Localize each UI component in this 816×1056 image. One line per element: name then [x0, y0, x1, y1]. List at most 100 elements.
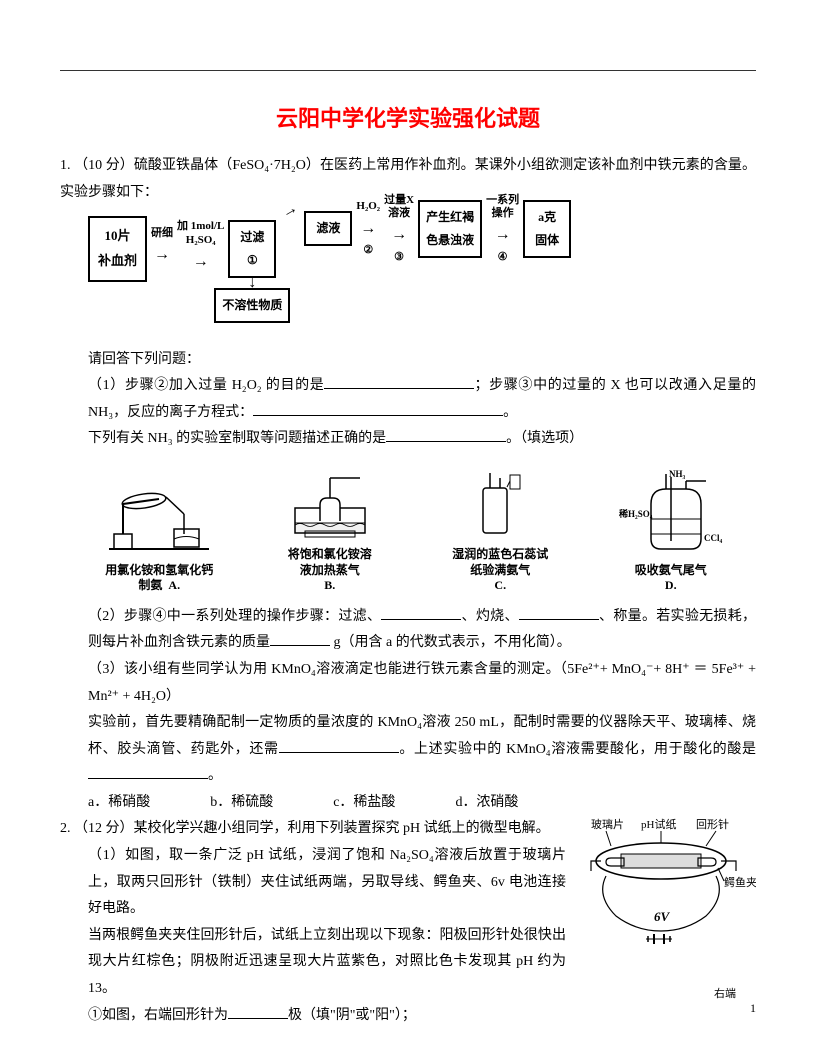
- act: C.: [494, 578, 506, 592]
- abl1: 将饱和氯化铵溶: [288, 547, 372, 561]
- question-1: 1. （10 分）硫酸亚铁晶体（FeSO₄·7H₂O）在医药上常用作补血剂。某课…: [60, 153, 756, 816]
- q1-p2: （2）步骤④中一系列处理的操作步骤：过滤、、灼烧、、称量。若实验无损耗，则每片补…: [60, 604, 756, 657]
- q1-number: 1.: [60, 158, 71, 173]
- s4: ④: [498, 251, 508, 264]
- a1: 研细: [151, 227, 173, 240]
- blank: [386, 427, 506, 442]
- p1d: 下列有关 NH₃ 的实验室制取等问题描述正确的是: [88, 431, 386, 446]
- flow-box-1: 10片 补血剂: [88, 216, 147, 281]
- adl1: 吸收氨气尾气: [635, 563, 707, 577]
- apparatus-row: 用氯化铵和氢氧化钙 制氨 A. 将饱和氯化铵溶 液加热蒸气 B.: [60, 463, 756, 594]
- blank: [228, 1003, 288, 1018]
- app-a-label: 用氯化铵和氢氧化钙 制氨 A.: [105, 563, 213, 594]
- svg-text:6V: 6V: [654, 909, 671, 924]
- q1-options: a．稀硝酸 b．稀硫酸 c．稀盐酸 d．浓硝酸: [60, 790, 756, 817]
- flow-box-4: 产生红褐 色悬浊液: [418, 200, 482, 258]
- flow-box-6: 不溶性物质: [214, 288, 290, 323]
- fb5l2: 固体: [531, 229, 563, 252]
- opt-c: c．稀盐酸: [333, 790, 395, 817]
- p1e: 。（填选项）: [506, 431, 583, 446]
- adt: D.: [665, 578, 677, 592]
- q1-p3b: 实验前，首先要精确配制一定物质的量浓度的 KMnO₄溶液 250 mL，配制时需…: [60, 710, 756, 790]
- a5l2: 操作: [492, 207, 514, 220]
- fb4l2: 色悬浊液: [426, 229, 474, 252]
- svg-text:稀H₂SO₄: 稀H₂SO₄: [619, 508, 653, 519]
- apparatus-c: 湿润的蓝色石蕊试 纸验满氨气 C.: [425, 463, 575, 594]
- fb1l2: 补血剂: [98, 249, 137, 274]
- q2-p3: ①如图，右端回形针为 极（填"阴"或"阳"）；: [60, 1003, 566, 1030]
- aal2: 制氨: [138, 578, 162, 592]
- arrow-3: H₂O₂ → ②: [356, 200, 380, 257]
- p2a: （2）步骤④中一系列处理的操作步骤：过滤、: [88, 609, 381, 624]
- fig-caption: 右端: [576, 984, 756, 1005]
- opt-d: d．浓硝酸: [455, 790, 518, 817]
- flow-box-5: a克 固体: [523, 200, 571, 258]
- svg-text:玻璃片: 玻璃片: [591, 817, 624, 831]
- abt: B.: [324, 578, 335, 592]
- fb6: 不溶性物质: [222, 298, 282, 312]
- app-b-label: 将饱和氯化铵溶 液加热蒸气 B.: [288, 547, 372, 594]
- blank: [270, 631, 330, 646]
- arrow-5: 一系列 操作 → ④: [486, 194, 519, 264]
- a2l1: 加 1mol/L: [177, 220, 224, 233]
- fb1l1: 10片: [98, 224, 137, 249]
- s3: ③: [394, 251, 404, 264]
- apparatus-b: 将饱和氯化铵溶 液加热蒸气 B.: [255, 463, 405, 594]
- p1a: （1）步骤②加入过量 H₂O₂ 的目的是: [88, 378, 324, 393]
- question-2: 2. （12 分）某校化学兴趣小组同学，利用下列装置探究 pH 试纸上的微型电解…: [60, 816, 756, 1029]
- svg-text:回形针: 回形针: [696, 817, 729, 831]
- a4l2: 溶液: [388, 207, 410, 220]
- apparatus-d: NH₃ 稀H₂SO₄ CCl₄ 吸收氨气尾气 D.: [596, 469, 746, 594]
- p3a2: ①如图，右端回形针为: [88, 1008, 228, 1023]
- svg-text:CCl₄: CCl₄: [704, 533, 722, 543]
- step1: ①: [247, 253, 258, 267]
- blank: [519, 604, 599, 619]
- blank: [279, 737, 399, 752]
- q2-text: 2. （12 分）某校化学兴趣小组同学，利用下列装置探究 pH 试纸上的微型电解…: [60, 816, 566, 1029]
- page-number: 1: [750, 1001, 756, 1016]
- p3d: 。: [208, 768, 222, 783]
- apparatus-a: 用氯化铵和氢氧化钙 制氨 A.: [84, 479, 234, 594]
- aal1: 用氯化铵和氢氧化钙: [105, 563, 213, 577]
- app-c-label: 湿润的蓝色石蕊试 纸验满氨气 C.: [452, 547, 548, 594]
- blank: [88, 764, 208, 779]
- arrow-1: 研细 →: [151, 227, 173, 271]
- p3c: 。上述实验中的 KMnO₄溶液需要酸化，用于酸化的酸是: [399, 742, 756, 757]
- acl2: 纸验满氨气: [470, 563, 530, 577]
- q1-p1: （1）步骤②加入过量 H₂O₂ 的目的是；步骤③中的过量的 X 也可以改通入足量…: [60, 373, 756, 426]
- q1-p3a: （3）该小组有些同学认为用 KMnO₄溶液滴定也能进行铁元素含量的测定。（5Fe…: [60, 657, 756, 710]
- acl1: 湿润的蓝色石蕊试: [452, 547, 548, 561]
- blank: [324, 374, 474, 389]
- q2-p2: 当两根鳄鱼夹夹住回形针后，试纸上立刻出现以下现象：阳极回形针处很快出现大片红棕色…: [60, 923, 566, 1003]
- opt-b: b．稀硫酸: [210, 790, 273, 817]
- flow-diagram: 10片 补血剂 研细 → 加 1mol/L H₂SO₄ → 过滤 ① ↓ 不溶性…: [88, 216, 708, 336]
- fb2: 过滤: [240, 230, 264, 244]
- arrow-2: 加 1mol/L H₂SO₄ →: [177, 220, 224, 277]
- app-d-label: 吸收氨气尾气 D.: [635, 563, 707, 594]
- q2-header: （12 分）某校化学兴趣小组同学，利用下列装置探究 pH 试纸上的微型电解。: [74, 821, 550, 836]
- p1c: 。: [503, 405, 517, 420]
- a2l2: H₂SO₄: [186, 234, 216, 247]
- p2d: g（用含 a 的代数式表示，不用化简）。: [330, 635, 571, 650]
- fb5l1: a克: [531, 206, 563, 229]
- svg-text:鳄鱼夹: 鳄鱼夹: [724, 875, 756, 889]
- q2-p1: （1）如图，取一条广泛 pH 试纸，浸润了饱和 Na₂SO₄溶液后放置于玻璃片上…: [60, 843, 566, 923]
- page-title: 云阳中学化学实验强化试题: [60, 101, 756, 133]
- svg-text:pH试纸: pH试纸: [641, 818, 676, 831]
- opt-a: a．稀硝酸: [88, 790, 150, 817]
- a5l1: 一系列: [486, 194, 519, 207]
- q1-p1d: 下列有关 NH₃ 的实验室制取等问题描述正确的是 。（填选项）: [60, 426, 756, 453]
- abl2: 液加热蒸气: [300, 563, 360, 577]
- flow-box-3: 滤液: [304, 211, 352, 246]
- arrow-4: 过量X 溶液 → ③: [384, 194, 414, 264]
- fb4l1: 产生红褐: [426, 206, 474, 229]
- q2-figure: 玻璃片 pH试纸 回形针 鳄鱼夹 6V: [576, 816, 756, 1029]
- q2-number: 2.: [60, 821, 71, 836]
- aat: A.: [168, 578, 180, 592]
- blank: [381, 604, 461, 619]
- a3: H₂O₂: [356, 200, 380, 213]
- p2b: 、灼烧、: [461, 609, 519, 624]
- blank: [253, 400, 503, 415]
- p3b2: 极（填"阴"或"阳"）；: [288, 1008, 416, 1023]
- a4l1: 过量X: [384, 194, 414, 207]
